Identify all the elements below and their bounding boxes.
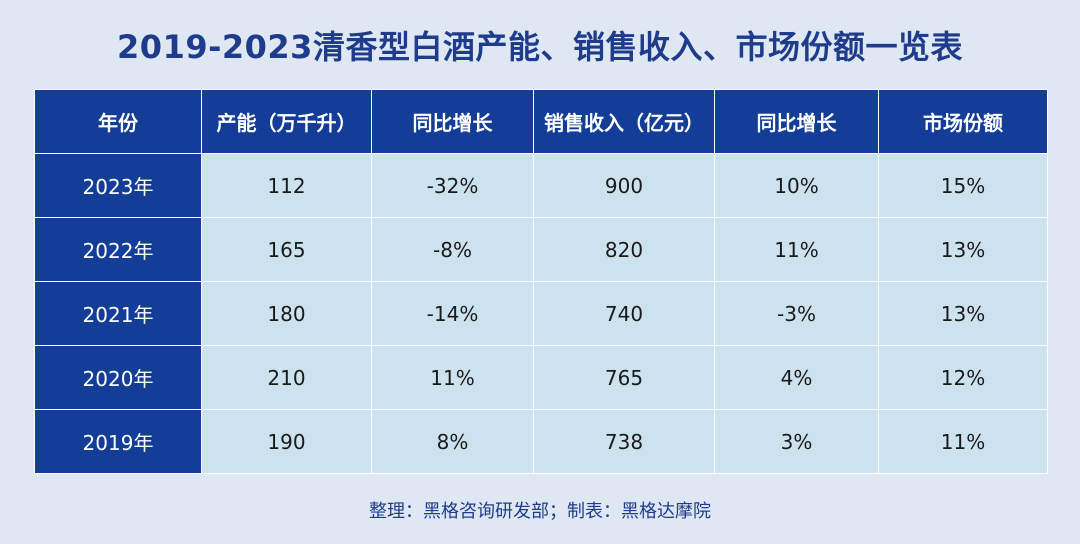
market-share-cell: 13% <box>878 281 1048 346</box>
table-body: 2023年 112 -32% 900 10% 15% 2022年 165 -8%… <box>34 153 1048 474</box>
header-capacity: 产能（万千升） <box>201 89 372 154</box>
revenue-cell: 820 <box>533 217 715 282</box>
header-revenue-growth: 同比增长 <box>714 89 879 154</box>
capacity-growth-cell: -8% <box>371 217 534 282</box>
header-revenue: 销售收入（亿元） <box>533 89 715 154</box>
capacity-cell: 190 <box>201 409 372 474</box>
header-capacity-growth: 同比增长 <box>371 89 534 154</box>
year-cell: 2021年 <box>34 281 202 346</box>
table-row: 2022年 165 -8% 820 11% 13% <box>34 217 1048 282</box>
market-share-cell: 12% <box>878 345 1048 410</box>
table-row: 2020年 210 11% 765 4% 12% <box>34 345 1048 410</box>
market-share-cell: 13% <box>878 217 1048 282</box>
header-year: 年份 <box>34 89 202 154</box>
capacity-growth-cell: -32% <box>371 153 534 218</box>
capacity-cell: 210 <box>201 345 372 410</box>
year-cell: 2020年 <box>34 345 202 410</box>
capacity-cell: 112 <box>201 153 372 218</box>
table-row: 2019年 190 8% 738 3% 11% <box>34 409 1048 474</box>
revenue-cell: 765 <box>533 345 715 410</box>
table-header: 年份 产能（万千升） 同比增长 销售收入（亿元） 同比增长 市场份额 <box>34 89 1048 154</box>
capacity-growth-cell: -14% <box>371 281 534 346</box>
header-market-share: 市场份额 <box>878 89 1048 154</box>
page-title: 2019-2023清香型白酒产能、销售收入、市场份额一览表 <box>117 28 963 66</box>
market-share-cell: 15% <box>878 153 1048 218</box>
capacity-cell: 165 <box>201 217 372 282</box>
revenue-cell: 900 <box>533 153 715 218</box>
capacity-growth-cell: 11% <box>371 345 534 410</box>
market-share-cell: 11% <box>878 409 1048 474</box>
header-row: 年份 产能（万千升） 同比增长 销售收入（亿元） 同比增长 市场份额 <box>34 89 1048 154</box>
revenue-growth-cell: 10% <box>714 153 879 218</box>
source-footer: 整理：黑格咨询研发部；制表：黑格达摩院 <box>369 501 711 522</box>
table-row: 2021年 180 -14% 740 -3% 13% <box>34 281 1048 346</box>
revenue-growth-cell: 11% <box>714 217 879 282</box>
revenue-cell: 740 <box>533 281 715 346</box>
year-cell: 2023年 <box>34 153 202 218</box>
year-cell: 2022年 <box>34 217 202 282</box>
table-row: 2023年 112 -32% 900 10% 15% <box>34 153 1048 218</box>
capacity-cell: 180 <box>201 281 372 346</box>
data-table: 年份 产能（万千升） 同比增长 销售收入（亿元） 同比增长 市场份额 2023年… <box>34 89 1048 474</box>
year-cell: 2019年 <box>34 409 202 474</box>
revenue-growth-cell: 4% <box>714 345 879 410</box>
revenue-growth-cell: -3% <box>714 281 879 346</box>
revenue-cell: 738 <box>533 409 715 474</box>
revenue-growth-cell: 3% <box>714 409 879 474</box>
capacity-growth-cell: 8% <box>371 409 534 474</box>
